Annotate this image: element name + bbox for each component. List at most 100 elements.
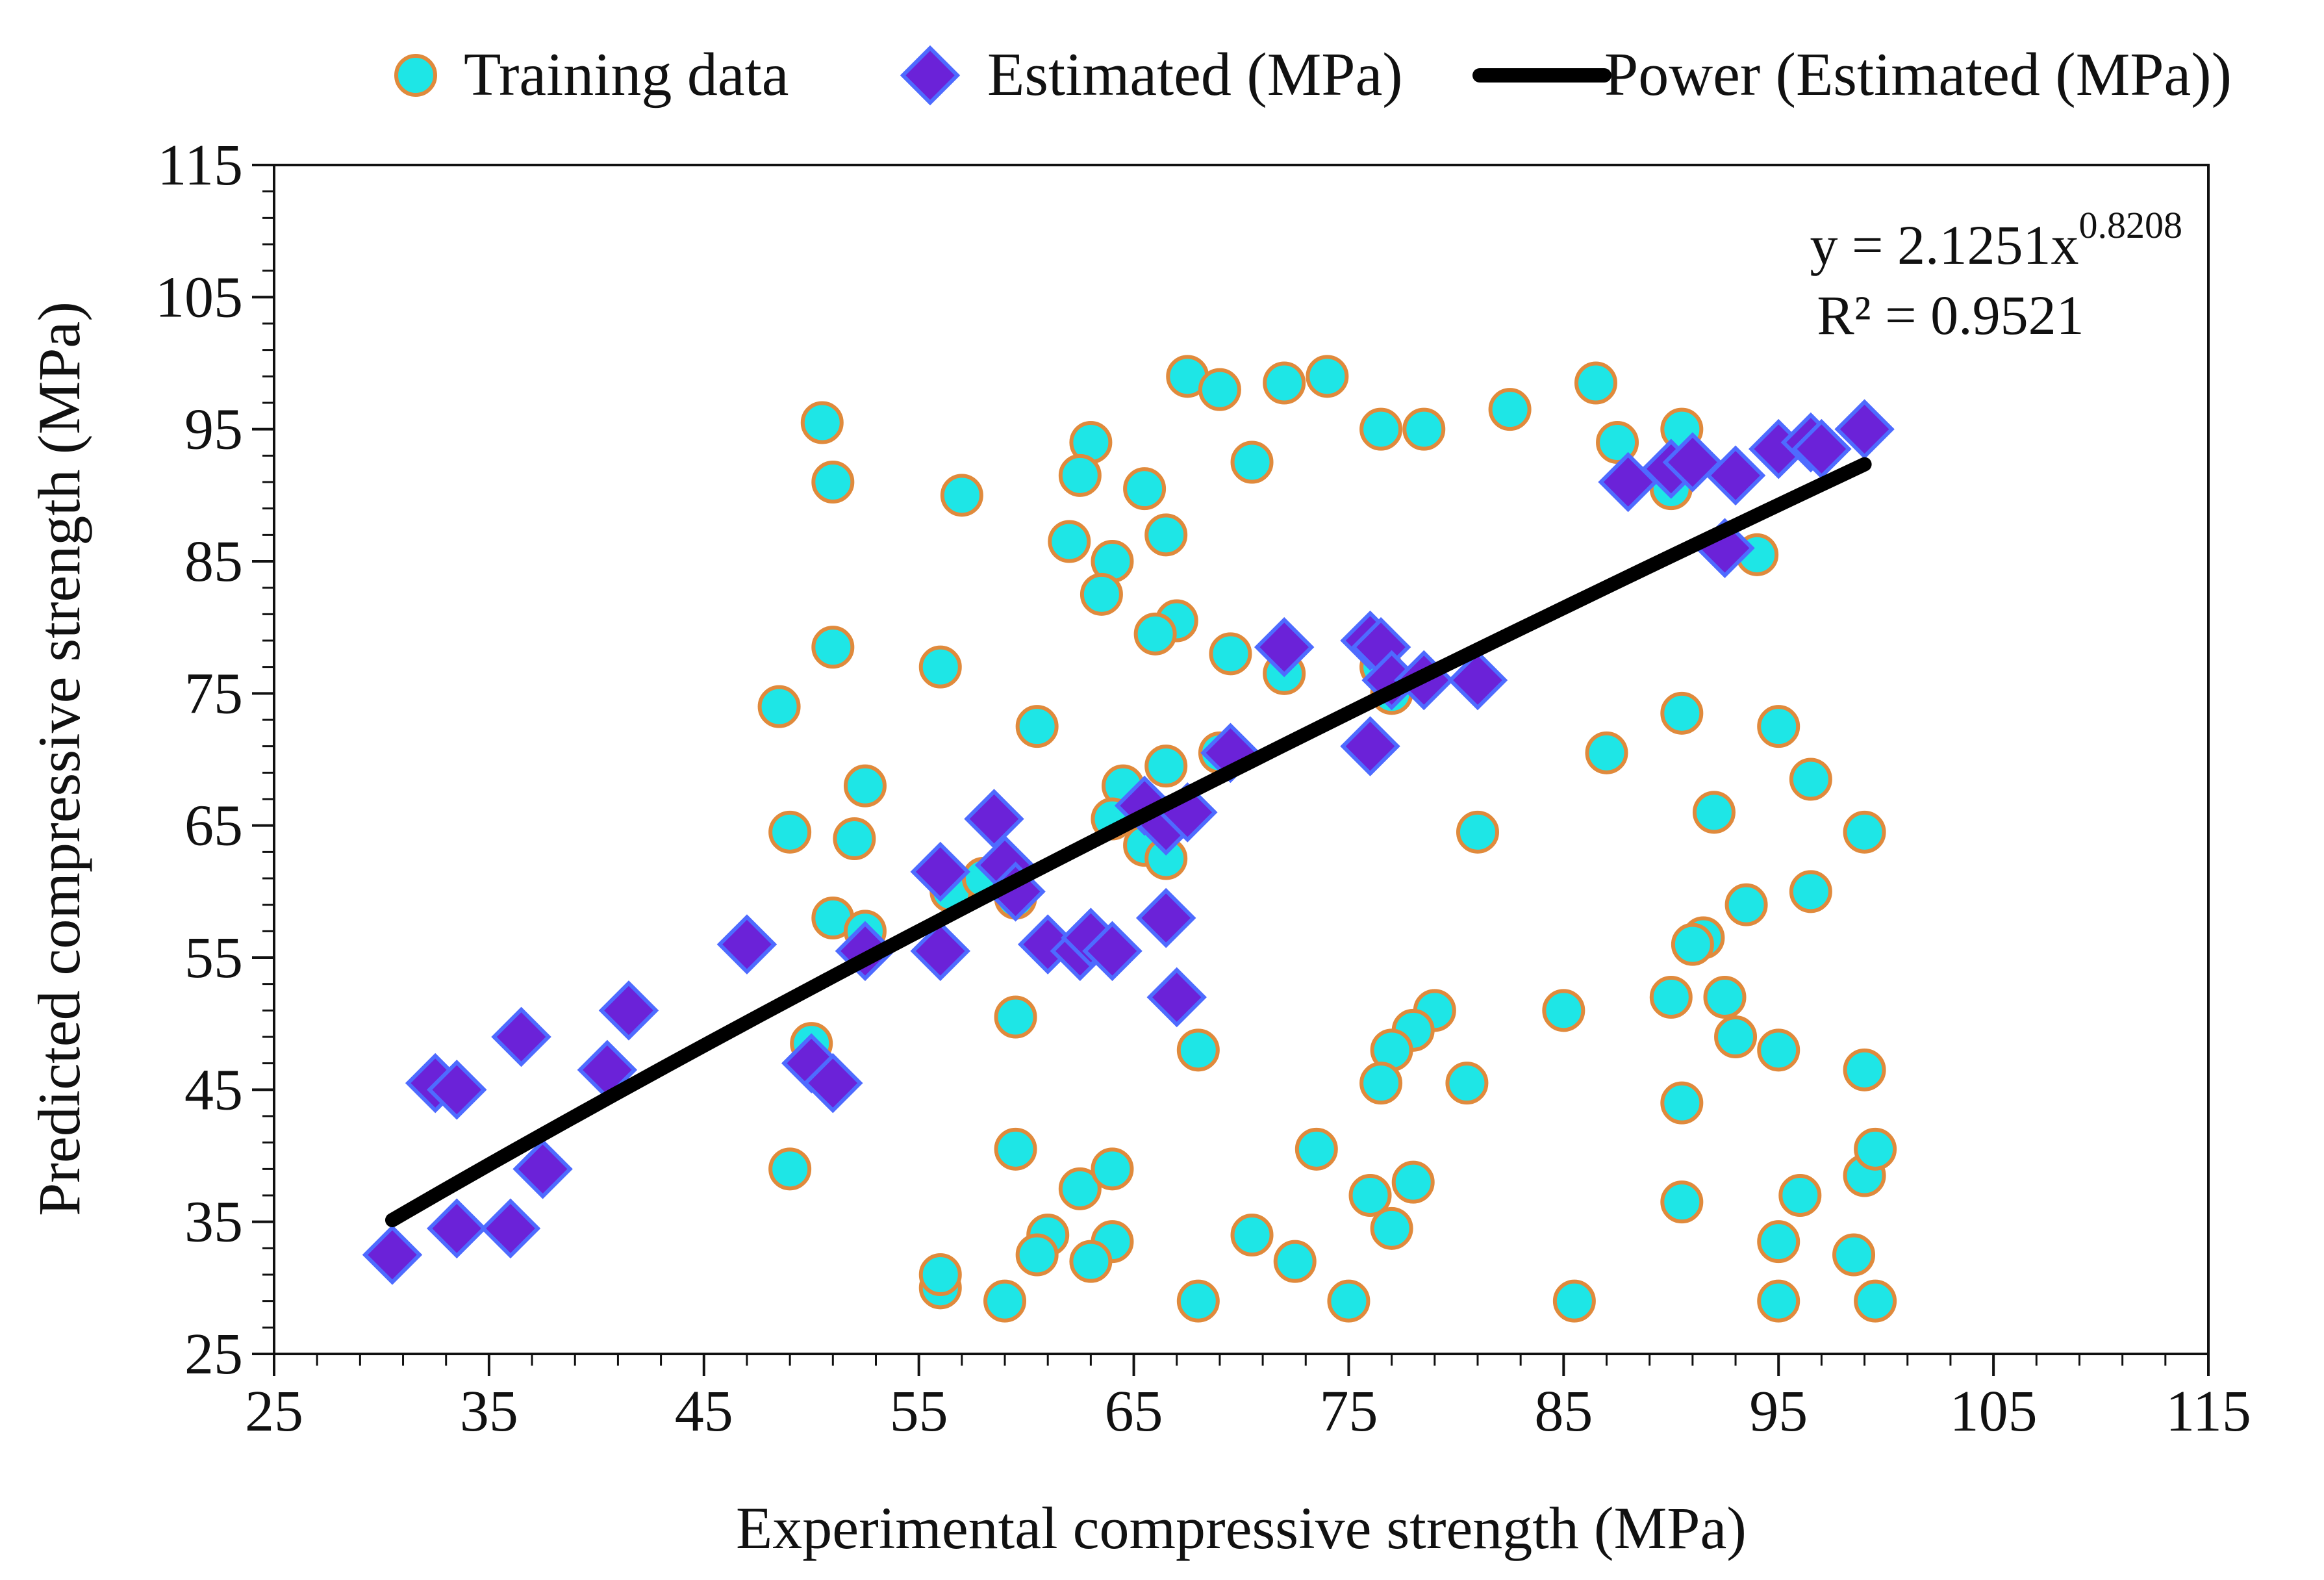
x-tick-label: 65 [1105, 1379, 1163, 1444]
training-point [1649, 976, 1693, 1019]
y-tick-label: 65 [184, 794, 243, 858]
x-tick-label: 35 [460, 1379, 518, 1444]
training-point [918, 1253, 962, 1296]
estimated-point [910, 841, 971, 902]
training-point [1843, 810, 1886, 854]
training-point [1832, 1233, 1876, 1277]
training-point [1176, 1028, 1220, 1072]
training-point [1391, 1160, 1435, 1204]
y-tick-label: 45 [184, 1058, 243, 1122]
y-tick-label: 25 [184, 1322, 243, 1386]
estimated-point [512, 1139, 573, 1199]
training-point [1714, 1015, 1758, 1058]
training-point [1144, 745, 1188, 788]
estimated-point [716, 914, 777, 975]
estimated-point [1200, 722, 1261, 784]
y-axis-title: Predicted compressive strength (MPa) [26, 301, 92, 1216]
x-tick-label: 95 [1749, 1379, 1808, 1444]
estimated-point [1146, 967, 1207, 1028]
x-tick-label: 115 [2166, 1379, 2251, 1444]
training-point [994, 1127, 1037, 1171]
estimated-point [1254, 617, 1315, 678]
training-point [1359, 407, 1403, 451]
training-point [1058, 1167, 1102, 1210]
training-point [994, 995, 1037, 1039]
legend-marker-estimated [900, 45, 961, 106]
y-axis-tick-labels: 25 35 45 55 65 75 85 95 105 115 [155, 133, 243, 1386]
training-point [811, 461, 855, 503]
training-point [1080, 572, 1123, 616]
equation-exponent: 0.8208 [2079, 204, 2183, 246]
estimated-point [803, 1052, 863, 1114]
y-tick-label: 95 [184, 398, 243, 462]
training-point [1359, 1062, 1403, 1105]
estimated-point [1082, 921, 1143, 982]
training-point [1295, 1127, 1338, 1171]
plot-area: 25 35 45 55 65 75 85 95 105 115 25 35 45 55 65 75 85 95 1… [155, 133, 2251, 1444]
x-tick-label: 105 [1950, 1379, 2038, 1444]
legend-label-training-data: Training data [464, 41, 789, 108]
x-tick-label: 75 [1319, 1379, 1378, 1444]
training-point [1327, 1279, 1370, 1323]
y-tick-label: 115 [157, 133, 243, 198]
estimated-point [427, 1060, 487, 1120]
training-point [1144, 513, 1188, 557]
training-point [1230, 440, 1274, 484]
y-tick-label: 75 [184, 661, 243, 726]
training-point [1306, 355, 1349, 398]
legend: Training data Estimated (MPa) Power (Est… [394, 41, 2232, 108]
training-point [1058, 453, 1102, 497]
training-point [768, 1147, 812, 1191]
estimated-point [910, 921, 971, 982]
estimated-point [1447, 650, 1508, 711]
training-point [1348, 1174, 1392, 1217]
training-point [1671, 923, 1714, 966]
training-point [1757, 1028, 1800, 1072]
training-point [1703, 976, 1747, 1019]
x-axis-tick-labels: 25 35 45 55 65 75 85 95 105 115 [245, 1379, 2251, 1444]
x-tick-label: 85 [1534, 1379, 1593, 1444]
training-point [1370, 1206, 1413, 1250]
power-trendline [385, 457, 1872, 1227]
x-tick-label: 25 [245, 1379, 303, 1444]
estimated-point [480, 1198, 541, 1259]
x-axis-ticks [273, 1354, 2210, 1376]
y-axis-ticks [252, 164, 274, 1355]
plot-frame [273, 164, 2210, 1355]
training-point [1445, 1062, 1489, 1105]
training-point [1757, 705, 1800, 748]
training-point [1660, 1081, 1704, 1125]
trendline-equation: y = 2.1251x0.8208 R² = 0.9521 [1810, 204, 2182, 346]
estimated-point [1791, 418, 1852, 479]
training-point [1692, 791, 1736, 834]
y-tick-label: 35 [184, 1190, 243, 1255]
r-squared-text: R² = 0.9521 [1817, 284, 2084, 346]
x-tick-label: 45 [675, 1379, 733, 1444]
training-point [1198, 368, 1241, 411]
training-point [800, 401, 844, 444]
training-point [1724, 883, 1768, 926]
y-tick-label: 55 [184, 926, 243, 990]
estimated-point [1662, 432, 1723, 492]
training-point [1263, 361, 1306, 405]
training-point [1402, 407, 1446, 451]
x-tick-label: 55 [890, 1379, 948, 1444]
training-point [843, 764, 887, 808]
training-point [1757, 1279, 1800, 1323]
training-point [768, 810, 812, 854]
training-point [1789, 758, 1832, 801]
training-point [811, 626, 855, 669]
x-axis-title: Experimental compressive strength (MPa) [736, 1495, 1747, 1561]
training-point [1488, 388, 1532, 431]
y-tick-label: 85 [184, 529, 243, 594]
training-point [1456, 810, 1499, 854]
training-point [1123, 467, 1167, 511]
training-point [1542, 989, 1585, 1032]
training-point [940, 474, 983, 517]
training-point [1574, 361, 1617, 405]
training-point [1585, 731, 1628, 774]
training-point [1757, 1220, 1800, 1264]
estimated-point [1340, 716, 1400, 776]
legend-label-estimated: Estimated (MPa) [987, 41, 1403, 108]
training-point [1176, 1279, 1220, 1323]
